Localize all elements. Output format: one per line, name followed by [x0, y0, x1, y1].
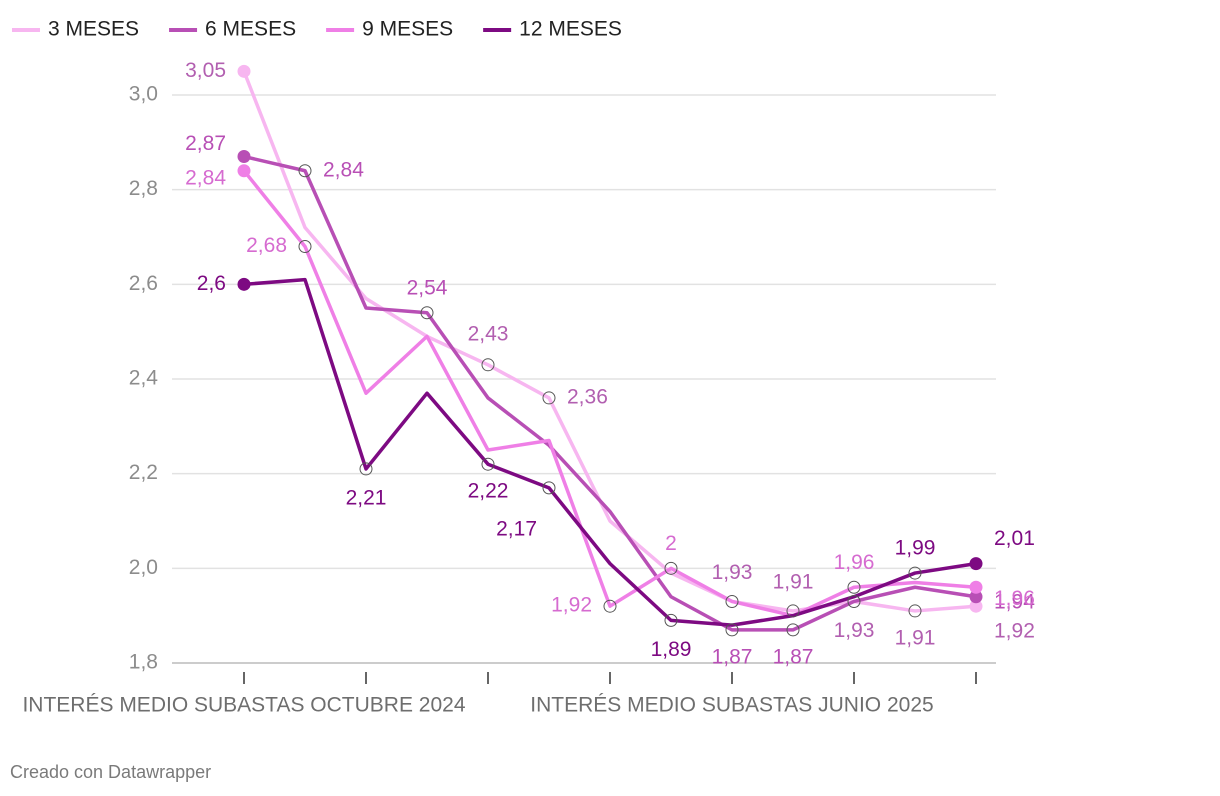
y-tick-label: 2,4	[129, 367, 159, 390]
series-line	[243, 277, 977, 627]
point	[847, 594, 861, 608]
point	[237, 150, 251, 164]
value-label: 1,93	[834, 619, 875, 642]
legend-label: 3 MESES	[48, 18, 139, 41]
value-label: 2,01	[994, 527, 1035, 550]
point	[969, 557, 983, 571]
value-label: 1,94	[994, 590, 1035, 613]
value-label: 2,6	[197, 272, 226, 295]
value-label: 2,87	[185, 132, 226, 155]
point	[908, 604, 922, 618]
value-label: 1,87	[773, 645, 814, 668]
value-label: 2,21	[346, 486, 387, 509]
value-label: 2	[665, 532, 677, 555]
footer: Creado con Datawrapper	[10, 762, 211, 782]
value-label: 1,92	[551, 594, 592, 617]
point	[725, 594, 739, 608]
point	[481, 457, 495, 471]
point	[908, 566, 922, 580]
value-label: 2,22	[468, 480, 509, 503]
value-label: 2,54	[407, 276, 448, 299]
point	[969, 580, 983, 594]
value-label: 2,84	[323, 158, 364, 181]
value-label: 2,68	[246, 234, 287, 257]
point	[969, 599, 983, 613]
point	[664, 561, 678, 575]
legend-label: 6 MESES	[205, 18, 296, 41]
legend-label: 12 MESES	[519, 18, 622, 41]
value-label: 1,93	[712, 561, 753, 584]
value-label: 1,96	[834, 551, 875, 574]
point	[725, 623, 739, 637]
value-label: 1,96	[994, 587, 1035, 610]
y-tick-label: 3,0	[129, 83, 158, 106]
point	[359, 462, 373, 476]
value-label: 1,91	[773, 570, 814, 593]
value-label: 2,17	[496, 517, 537, 540]
point	[969, 590, 983, 604]
point	[847, 580, 861, 594]
point	[542, 391, 556, 405]
value-label: 1,99	[895, 537, 936, 560]
y-tick-label: 2,0	[129, 556, 158, 579]
value-label: 2,36	[567, 385, 608, 408]
point	[298, 164, 312, 178]
y-tick-label: 2,8	[129, 177, 158, 200]
value-label: 2,43	[468, 322, 509, 345]
series-line	[242, 169, 977, 618]
point	[420, 306, 434, 320]
value-label: 1,92	[994, 620, 1035, 643]
x-tick-label: INTERÉS MEDIO SUBASTAS OCTUBRE 2024	[22, 694, 465, 717]
value-label: 1,87	[712, 645, 753, 668]
point	[298, 239, 312, 253]
point	[542, 481, 556, 495]
point	[664, 613, 678, 627]
y-tick-label: 1,8	[129, 651, 158, 674]
legend-label: 9 MESES	[362, 18, 453, 41]
value-label: 1,89	[651, 638, 692, 661]
point	[786, 604, 800, 618]
series-line	[243, 154, 977, 632]
point	[786, 623, 800, 637]
value-label: 1,91	[895, 626, 936, 649]
series-line	[242, 70, 977, 613]
point	[481, 358, 495, 372]
y-tick-label: 2,2	[129, 461, 158, 484]
value-label: 2,84	[185, 166, 226, 189]
value-label: 3,05	[185, 59, 226, 82]
point	[237, 277, 251, 291]
point	[603, 599, 617, 613]
point	[237, 64, 251, 78]
point	[237, 164, 251, 178]
x-tick-label: INTERÉS MEDIO SUBASTAS JUNIO 2025	[530, 694, 933, 717]
y-tick-label: 2,6	[129, 272, 158, 295]
